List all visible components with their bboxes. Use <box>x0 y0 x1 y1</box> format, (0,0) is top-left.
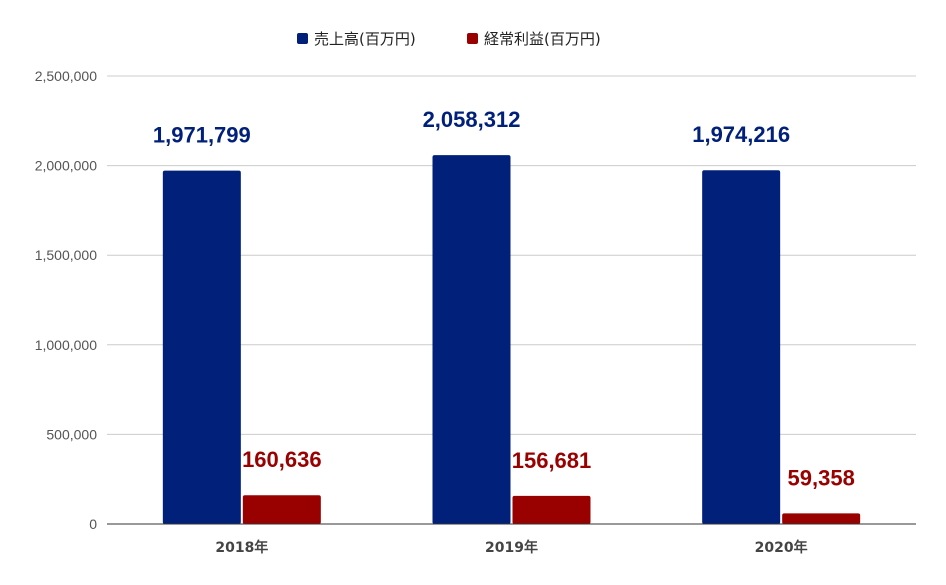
legend-label-ordinary-profit: 経常利益(百万円) <box>484 30 601 48</box>
bar-sales-2 <box>702 170 781 524</box>
gridlines <box>107 75 916 435</box>
data-label-ordinary-profit-2: 59,358 <box>788 465 855 490</box>
x-category-label-0: 2018年 <box>215 539 268 556</box>
bar-sales-1 <box>432 155 511 524</box>
data-label-ordinary-profit-0: 160,636 <box>242 447 322 472</box>
y-tick-label-0: 0 <box>89 516 97 532</box>
data-label-sales-2: 1,974,216 <box>692 122 790 147</box>
x-category-label-1: 2019年 <box>485 539 538 556</box>
bars <box>162 155 861 524</box>
data-labels: 1,971,799 160,636 2,058,312 156,681 1,974,21… <box>153 107 855 490</box>
legend-swatch-ordinary-profit <box>467 33 478 44</box>
y-tick-label-3: 1,500,000 <box>35 247 97 263</box>
data-label-sales-1: 2,058,312 <box>423 107 521 132</box>
y-axis-tick-labels: 0 500,000 1,000,000 1,500,000 2,000,000 2,500… <box>35 68 98 532</box>
y-tick-label-1: 500,000 <box>46 426 97 442</box>
y-tick-label-4: 2,000,000 <box>35 158 97 174</box>
y-tick-label-5: 2,500,000 <box>35 68 97 84</box>
bar-sales-0 <box>162 170 241 524</box>
y-tick-label-2: 1,000,000 <box>35 337 97 353</box>
data-label-ordinary-profit-1: 156,681 <box>512 448 592 473</box>
legend: 売上高(百万円) 経常利益(百万円) <box>297 30 601 48</box>
bar-ordinary-profit-0 <box>242 495 321 524</box>
legend-swatch-sales <box>297 33 308 44</box>
bar-ordinary-profit-2 <box>782 513 861 524</box>
data-label-sales-0: 1,971,799 <box>153 123 251 148</box>
x-category-label-2: 2020年 <box>755 539 808 556</box>
legend-label-sales: 売上高(百万円) <box>314 30 416 48</box>
bar-ordinary-profit-1 <box>512 495 591 524</box>
x-axis-category-labels: 2018年 2019年 2020年 <box>215 539 807 556</box>
